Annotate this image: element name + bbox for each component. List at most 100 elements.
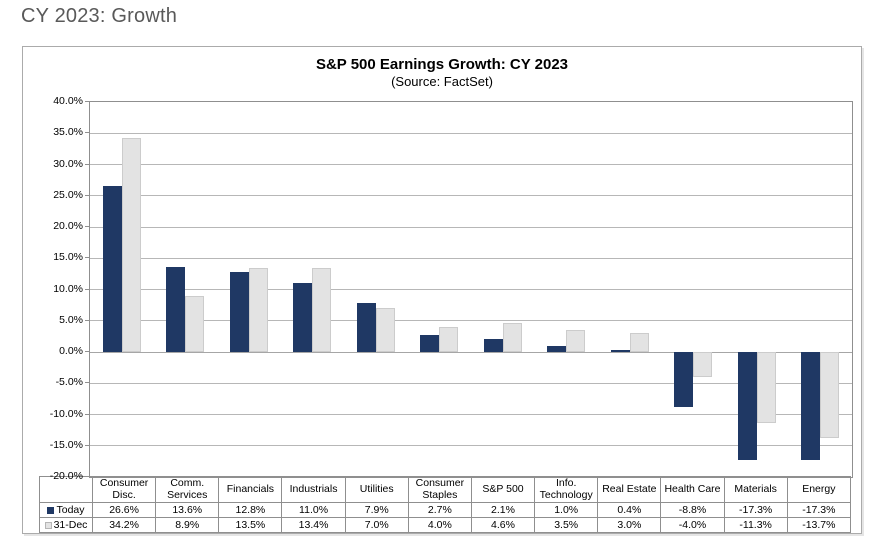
legend-label-today: Today <box>39 502 93 518</box>
data-table-value: 13.4% <box>281 517 346 533</box>
y-tick-mark <box>85 194 89 196</box>
data-table-value: 11.0% <box>281 502 346 518</box>
data-table-value: 8.9% <box>155 517 220 533</box>
data-table-value: -11.3% <box>723 517 788 533</box>
y-tick-label: -5.0% <box>55 376 83 389</box>
data-table-value: 13.6% <box>155 502 220 518</box>
gridline <box>90 132 852 134</box>
data-table-category-header: Energy <box>786 476 852 503</box>
legend-swatch-today <box>47 507 55 514</box>
y-tick-label: -10.0% <box>49 407 83 420</box>
bar-today-industrials <box>293 283 313 352</box>
data-table-category-header: Materials <box>723 476 788 503</box>
y-tick-mark <box>85 132 89 134</box>
bar-31-dec-financials <box>248 267 268 352</box>
y-tick-mark <box>85 351 89 352</box>
data-table-category-header: Industrials <box>281 476 346 503</box>
gridline <box>90 226 852 228</box>
data-table-row-today: Today 26.6% 13.6% 12.8% 11.0% 7.9% 2.7% 2.1% 1.0… <box>39 502 852 518</box>
bar-today-financials <box>229 272 249 352</box>
bar-31-dec-info-technology <box>566 330 586 352</box>
y-tick-label: -15.0% <box>49 438 83 451</box>
bar-today-health-care <box>674 352 694 407</box>
data-table-value: -4.0% <box>660 517 725 533</box>
data-table-value: -8.8% <box>660 502 725 518</box>
data-table-value: 34.2% <box>91 517 157 533</box>
legend-swatch-31-dec <box>44 522 52 529</box>
data-table-value: 7.0% <box>344 517 409 533</box>
data-table-value: 2.7% <box>407 502 472 518</box>
data-table-value: -13.7% <box>786 517 852 533</box>
bar-31-dec-consumer-staples <box>439 327 459 352</box>
legend-label-31-dec: 31-Dec <box>39 517 93 533</box>
y-tick-mark <box>85 476 89 477</box>
bar-31-dec-utilities <box>375 308 395 352</box>
y-tick-mark <box>85 288 89 290</box>
gridline <box>90 195 852 197</box>
zero-gridline <box>90 351 852 353</box>
y-tick-label: 30.0% <box>53 157 83 170</box>
bar-today-consumer-disc <box>102 185 122 352</box>
y-tick-mark <box>85 382 89 384</box>
chart-container: S&P 500 Earnings Growth: CY 2023 (Source… <box>22 46 862 534</box>
bar-today-s-p-500 <box>483 338 503 352</box>
gridline <box>90 445 852 447</box>
gridline <box>90 414 852 415</box>
gridline <box>90 320 852 322</box>
data-table-value: -17.3% <box>786 502 852 518</box>
bar-31-dec-s-p-500 <box>502 323 522 352</box>
y-tick-mark <box>85 257 89 259</box>
bar-today-comm-services <box>166 267 186 352</box>
data-table-category-header: Consumer Disc. <box>91 476 157 503</box>
y-tick-label: 20.0% <box>53 220 83 232</box>
data-table-value: 3.0% <box>597 517 662 533</box>
bar-31-dec-comm-services <box>185 296 205 352</box>
plot-area <box>89 101 853 478</box>
y-tick-mark <box>85 226 89 227</box>
y-tick-label: 5.0% <box>59 313 83 326</box>
chart-data-table: Consumer Disc. Comm. Services Financials In… <box>39 476 852 533</box>
bar-31-dec-energy <box>820 352 840 438</box>
data-table-category-header: Consumer Staples <box>407 476 472 503</box>
y-tick-label: -20.0% <box>49 470 83 482</box>
data-table-category-header: Financials <box>218 476 283 503</box>
gridline <box>90 257 852 259</box>
page-title: CY 2023: Growth <box>21 5 178 27</box>
y-tick-mark <box>85 101 89 102</box>
y-tick-label: 40.0% <box>53 95 83 107</box>
gridline <box>90 289 852 290</box>
gridline <box>90 382 852 384</box>
bar-today-info-technology <box>547 345 567 352</box>
data-table-value: -17.3% <box>723 502 788 518</box>
data-table-value: 4.6% <box>470 517 536 533</box>
y-tick-mark <box>85 163 89 165</box>
y-tick-mark <box>85 319 89 321</box>
bar-today-utilities <box>356 302 376 352</box>
data-table-category-header: Real Estate <box>597 476 662 503</box>
bar-31-dec-industrials <box>312 268 332 352</box>
data-table-value: 1.0% <box>534 502 599 518</box>
data-table-value: 26.6% <box>91 502 157 518</box>
bar-today-consumer-staples <box>420 335 440 352</box>
data-table-category-header: Health Care <box>660 476 725 503</box>
y-tick-label: 0.0% <box>59 345 83 357</box>
gridline <box>90 164 852 165</box>
data-table-value: 3.5% <box>534 517 599 533</box>
bar-today-materials <box>737 352 757 461</box>
data-table-value: 12.8% <box>218 502 283 518</box>
data-table-value: 0.4% <box>597 502 662 518</box>
data-table-category-header: S&P 500 <box>470 476 536 503</box>
y-tick-mark <box>85 413 89 415</box>
data-table-value: 13.5% <box>218 517 283 533</box>
data-table-header-row: Consumer Disc. Comm. Services Financials In… <box>39 476 852 503</box>
bar-31-dec-real-estate <box>629 333 649 352</box>
y-tick-label: 10.0% <box>53 282 83 295</box>
y-tick-label: 35.0% <box>53 126 83 139</box>
data-table-category-header: Info. Technology <box>534 476 599 503</box>
bar-31-dec-health-care <box>693 352 713 377</box>
y-tick-mark <box>85 444 89 446</box>
bar-today-energy <box>801 352 821 461</box>
data-table-value: 2.1% <box>470 502 536 518</box>
data-table-category-header: Comm. Services <box>155 476 220 503</box>
